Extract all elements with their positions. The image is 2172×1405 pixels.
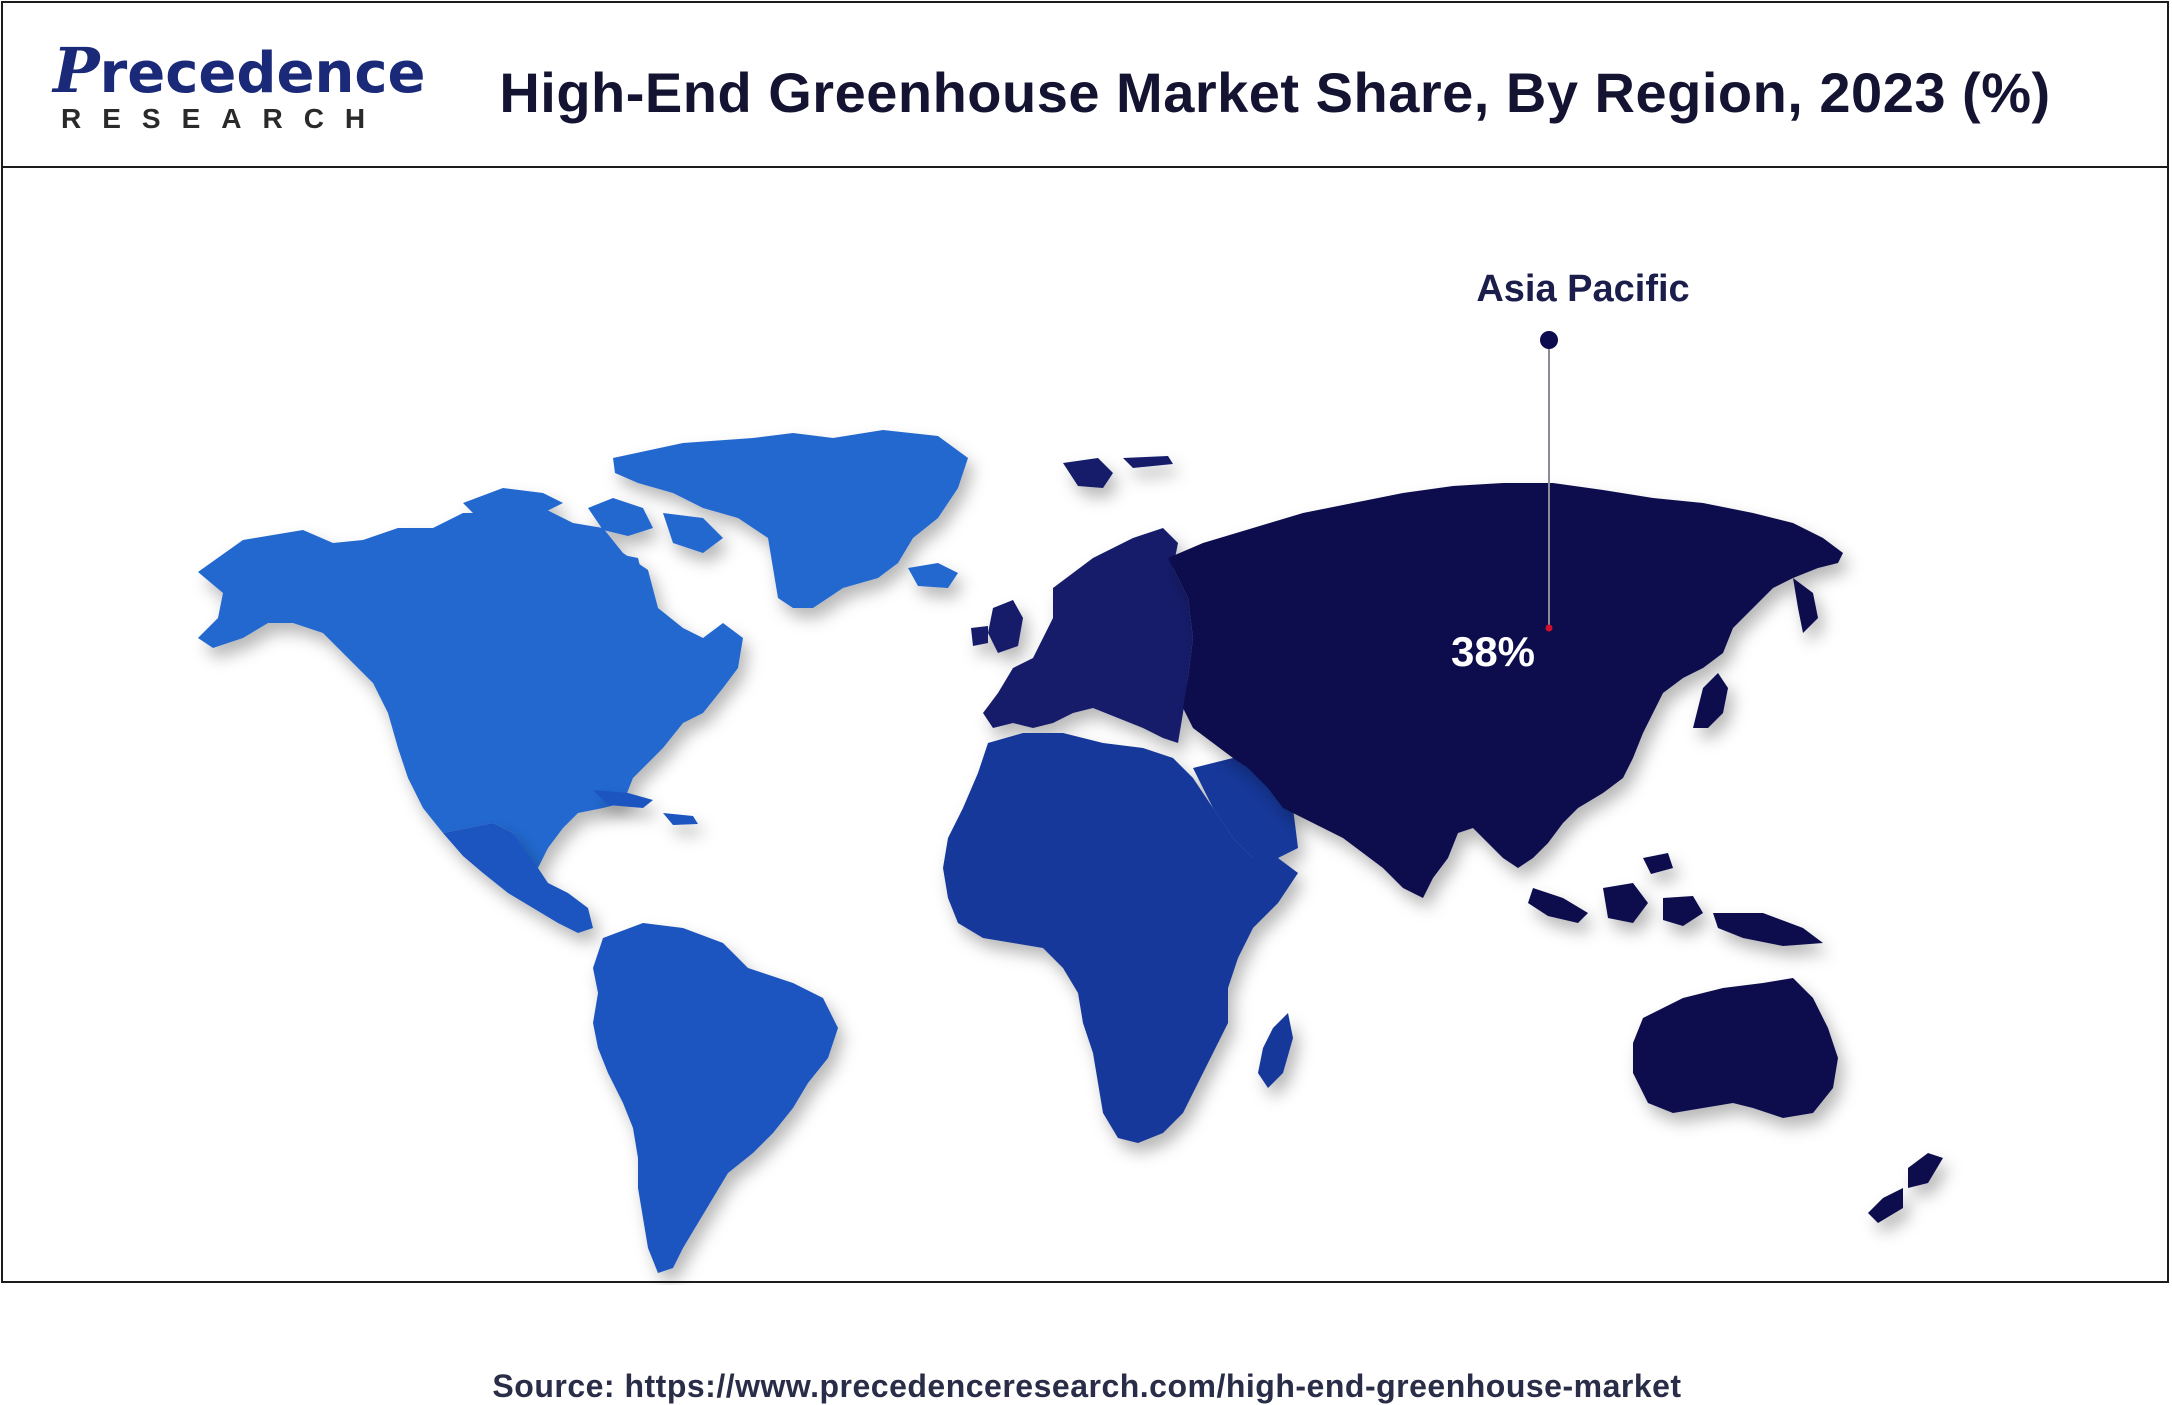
region-europe bbox=[971, 456, 1193, 743]
callout-region-label: Asia Pacific bbox=[1476, 268, 1690, 310]
brand-logo: Precedence RESEARCH bbox=[53, 40, 426, 141]
world-map-graphic bbox=[198, 430, 1943, 1273]
page-title: High-End Greenhouse Market Share, By Reg… bbox=[499, 61, 2051, 124]
region-asia-pacific bbox=[1168, 483, 1943, 1223]
callout-share-value: 38% bbox=[1450, 628, 1536, 675]
source-citation: Source: https://www.precedenceresearch.c… bbox=[492, 1368, 1682, 1404]
world-map: Asia Pacific 38% Source: https://www.pre… bbox=[3, 168, 2171, 1404]
logo-wordmark: Precedence bbox=[53, 34, 426, 107]
header-bar: Precedence RESEARCH High-End Greenhouse … bbox=[3, 3, 2167, 168]
region-latin-america bbox=[443, 790, 838, 1273]
logo-subtitle: RESEARCH bbox=[61, 103, 387, 134]
region-middle-east-africa bbox=[943, 733, 1298, 1143]
region-north-america bbox=[198, 430, 968, 868]
